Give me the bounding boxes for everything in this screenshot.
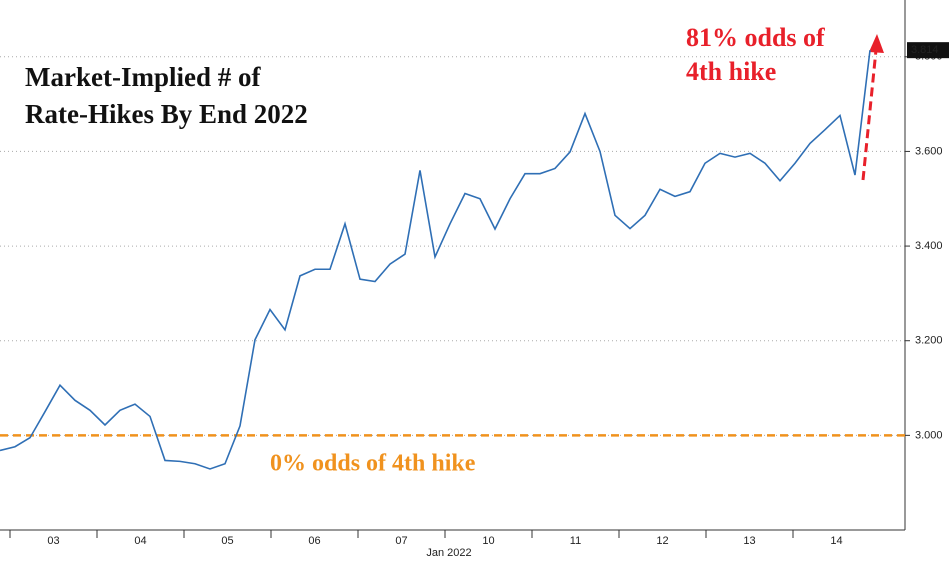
x-axis-label: Jan 2022 — [426, 547, 471, 559]
x-tick-label: 07 — [395, 535, 407, 547]
line-series — [0, 50, 871, 470]
y-tick-label: 3.000 — [915, 429, 943, 441]
x-tick-label: 14 — [830, 535, 842, 547]
arrow-head — [869, 34, 884, 53]
y-tick-label: 3.400 — [915, 240, 943, 252]
chart-title: Rate-Hikes By End 2022 — [25, 99, 308, 129]
reference-label: 0% odds of 4th hike — [270, 451, 476, 477]
x-tick-label: 13 — [743, 535, 755, 547]
arrow-shaft — [861, 49, 878, 181]
arrow — [861, 34, 884, 181]
x-tick-label: 11 — [570, 535, 581, 547]
x-tick-label: 05 — [221, 535, 233, 547]
last-value-box — [907, 42, 949, 59]
x-tick-label: 10 — [482, 535, 494, 547]
chart-title: Market-Implied # of — [25, 62, 261, 92]
annotation: 81% odds of — [686, 23, 825, 52]
y-tick-label: 3.600 — [915, 145, 943, 157]
last-value-label: 3.814 — [911, 44, 939, 56]
x-tick-label: 06 — [308, 535, 320, 547]
x-tick-label: 04 — [134, 535, 146, 547]
x-tick-label: 03 — [47, 535, 59, 547]
y-tick-label: 3.200 — [915, 335, 943, 347]
annotation: 4th hike — [686, 57, 776, 86]
x-tick-label: 12 — [656, 535, 668, 547]
